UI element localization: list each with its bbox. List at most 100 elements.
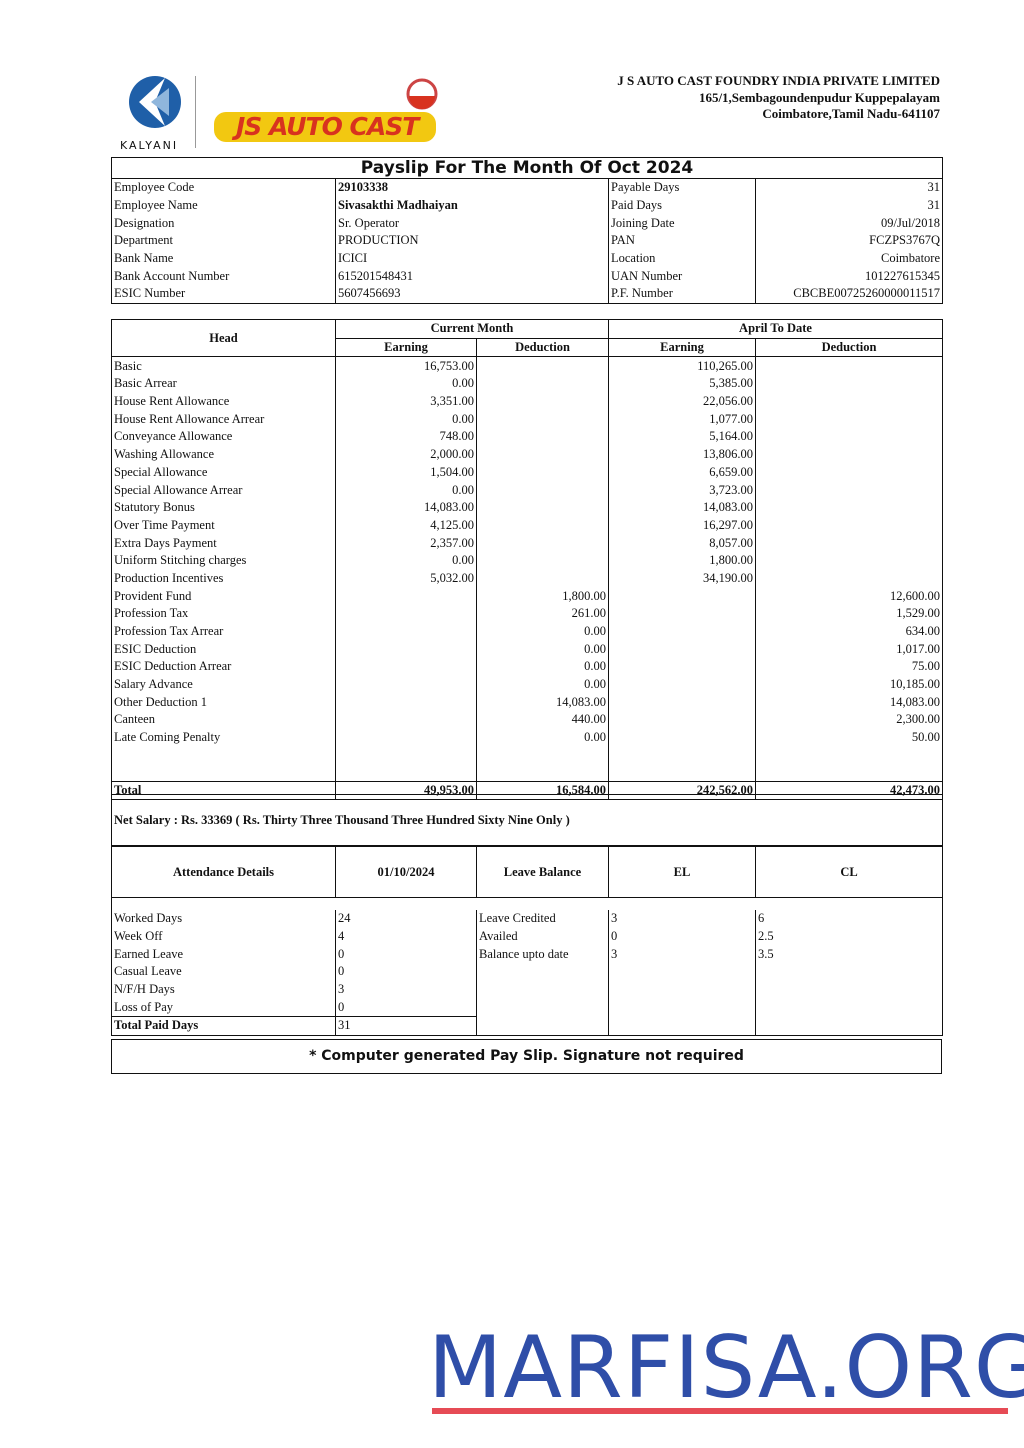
attendance-row: N/F/H Days 3 [112,980,943,999]
head-cell: Profession Tax [114,606,189,621]
cm-earning-cell: 748.00 [335,428,477,446]
cm-earning-cell [335,658,477,676]
atd-deduction-cell [755,356,943,376]
head-cell: Special Allowance Arrear [114,482,243,497]
cm-earning-cell: 5,032.00 [335,569,477,588]
attendance-cell: Worked Days [114,911,183,926]
cm-deduction-cell [475,498,609,517]
attendance-cell [755,963,943,981]
attendance-row: Worked Days 24 Leave Credited 3 6 [112,910,943,928]
attendance-cell: Total Paid Days [111,1016,336,1036]
atd-deduction-cell: 1,017.00 [755,640,943,659]
kalyani-logo: KALYANI [120,72,190,152]
atd-deduction-cell: 12,600.00 [755,587,943,605]
atd-earning-total: 242,562.00 [608,780,757,801]
cm-earning-cell: 0.00 [335,375,477,393]
attendance-header-row: Attendance Details 01/10/2024 Leave Balanc… [111,846,943,898]
atd-deduction-cell: 50.00 [755,728,943,747]
cm-earning-cell: 0.00 [335,481,477,499]
head-cell: ESIC Deduction Arrear [114,659,232,674]
js-auto-cast-logo: JS AUTO CAST [210,76,440,148]
atd-earning-cell: 6,659.00 [608,463,756,482]
atd-earning-cell: 34,190.00 [608,569,756,588]
attendance-row: Total Paid Days 31 [111,1016,943,1036]
head-cell: Late Coming Penalty [114,730,221,745]
employee-info-row: Employee Code 29103338 Payable Days 31 [112,178,943,197]
cm-deduction-cell [475,375,609,393]
table-row: Canteen 440.00 2,300.00 [112,711,943,729]
field-value: 29103338 [335,178,609,197]
current-month-header: Current Month [334,319,610,339]
field-value: ICICI [335,249,609,268]
cm-deduction-cell [475,551,609,570]
table-row: House Rent Allowance 3,351.00 22,056.00 [112,392,943,411]
atd-earning-header: Earning [608,337,757,358]
head-cell: Special Allowance [114,464,208,479]
attendance-cell: Week Off [114,929,163,944]
field-value: 615201548431 [335,267,609,286]
field-label: Employee Code [114,180,195,195]
table-row: Basic Arrear 0.00 5,385.00 [112,375,943,393]
head-cell: House Rent Allowance Arrear [114,411,265,426]
field-label: Bank Account Number [114,268,230,283]
cm-deduction-header: Deduction [475,337,610,358]
atd-deduction-cell [755,428,943,446]
attendance-header: Attendance Details [111,846,336,898]
payslip-title: Payslip For The Month Of Oct 2024 [110,157,944,179]
cm-earning-cell: 16,753.00 [335,356,477,376]
atd-earning-cell: 13,806.00 [608,445,756,464]
head-header: Head [111,318,336,358]
field-value: FCZPS3767Q [754,232,943,250]
field-label: UAN Number [608,267,756,286]
head-cell: Other Deduction 1 [114,694,208,709]
table-row: ESIC Deduction Arrear 0.00 75.00 [112,658,943,676]
atd-earning-cell [608,693,756,712]
cm-earning-cell: 2,000.00 [335,445,477,464]
head-cell: ESIC Deduction [114,641,197,656]
atd-earning-cell [608,728,756,747]
cm-earning-cell: 1,504.00 [335,463,477,482]
cm-deduction-cell: 261.00 [475,605,609,623]
attendance-cell [755,980,943,999]
cm-deduction-cell: 14,083.00 [475,693,609,712]
atd-earning-cell [608,640,756,659]
table-row: Other Deduction 1 14,083.00 14,083.00 [112,693,943,712]
total-row: Total 49,953.00 16,584.00 242,562.00 42,473.… [111,780,944,801]
atd-earning-cell [608,605,756,623]
head-cell: Production Incentives [114,570,224,585]
field-value: 5607456693 [335,285,609,304]
attendance-cell: 3 [608,945,756,964]
cm-earning-cell: 4,125.00 [335,516,477,535]
field-label: Designation [114,215,175,230]
attendance-cell [476,998,609,1017]
atd-earning-cell: 110,265.00 [608,356,756,376]
cm-deduction-cell: 440.00 [475,711,609,729]
cm-earning-cell [335,693,477,712]
table-row: Basic 16,753.00 110,265.00 [112,356,943,376]
field-value: Sr. Operator [335,214,609,233]
field-value: CBCBE00725260000011517 [754,285,943,304]
attendance-cell: Casual Leave [114,964,182,979]
cm-deduction-cell [475,481,609,499]
cm-deduction-cell [475,410,609,429]
cm-deduction-cell: 0.00 [475,675,609,694]
cm-deduction-cell: 0.00 [475,658,609,676]
cm-earning-cell [335,605,477,623]
field-value: PRODUCTION [335,232,609,250]
attendance-cell [476,980,609,999]
attendance-cell: 0 [335,963,477,981]
atd-earning-cell: 5,385.00 [608,375,756,393]
atd-deduction-cell [755,569,943,588]
cm-earning-cell: 14,083.00 [335,498,477,517]
field-label: PAN [608,232,756,250]
attendance-cell [608,963,756,981]
cm-deduction-cell [475,356,609,376]
attendance-cell [755,1016,943,1036]
april-to-date-header: April To Date [608,319,944,339]
attendance-cell [476,1016,609,1036]
attendance-header: EL [608,846,756,898]
attendance-row: Loss of Pay 0 [112,998,943,1017]
attendance-row: Week Off 4 Availed 0 2.5 [112,927,943,946]
atd-earning-cell: 16,297.00 [608,516,756,535]
